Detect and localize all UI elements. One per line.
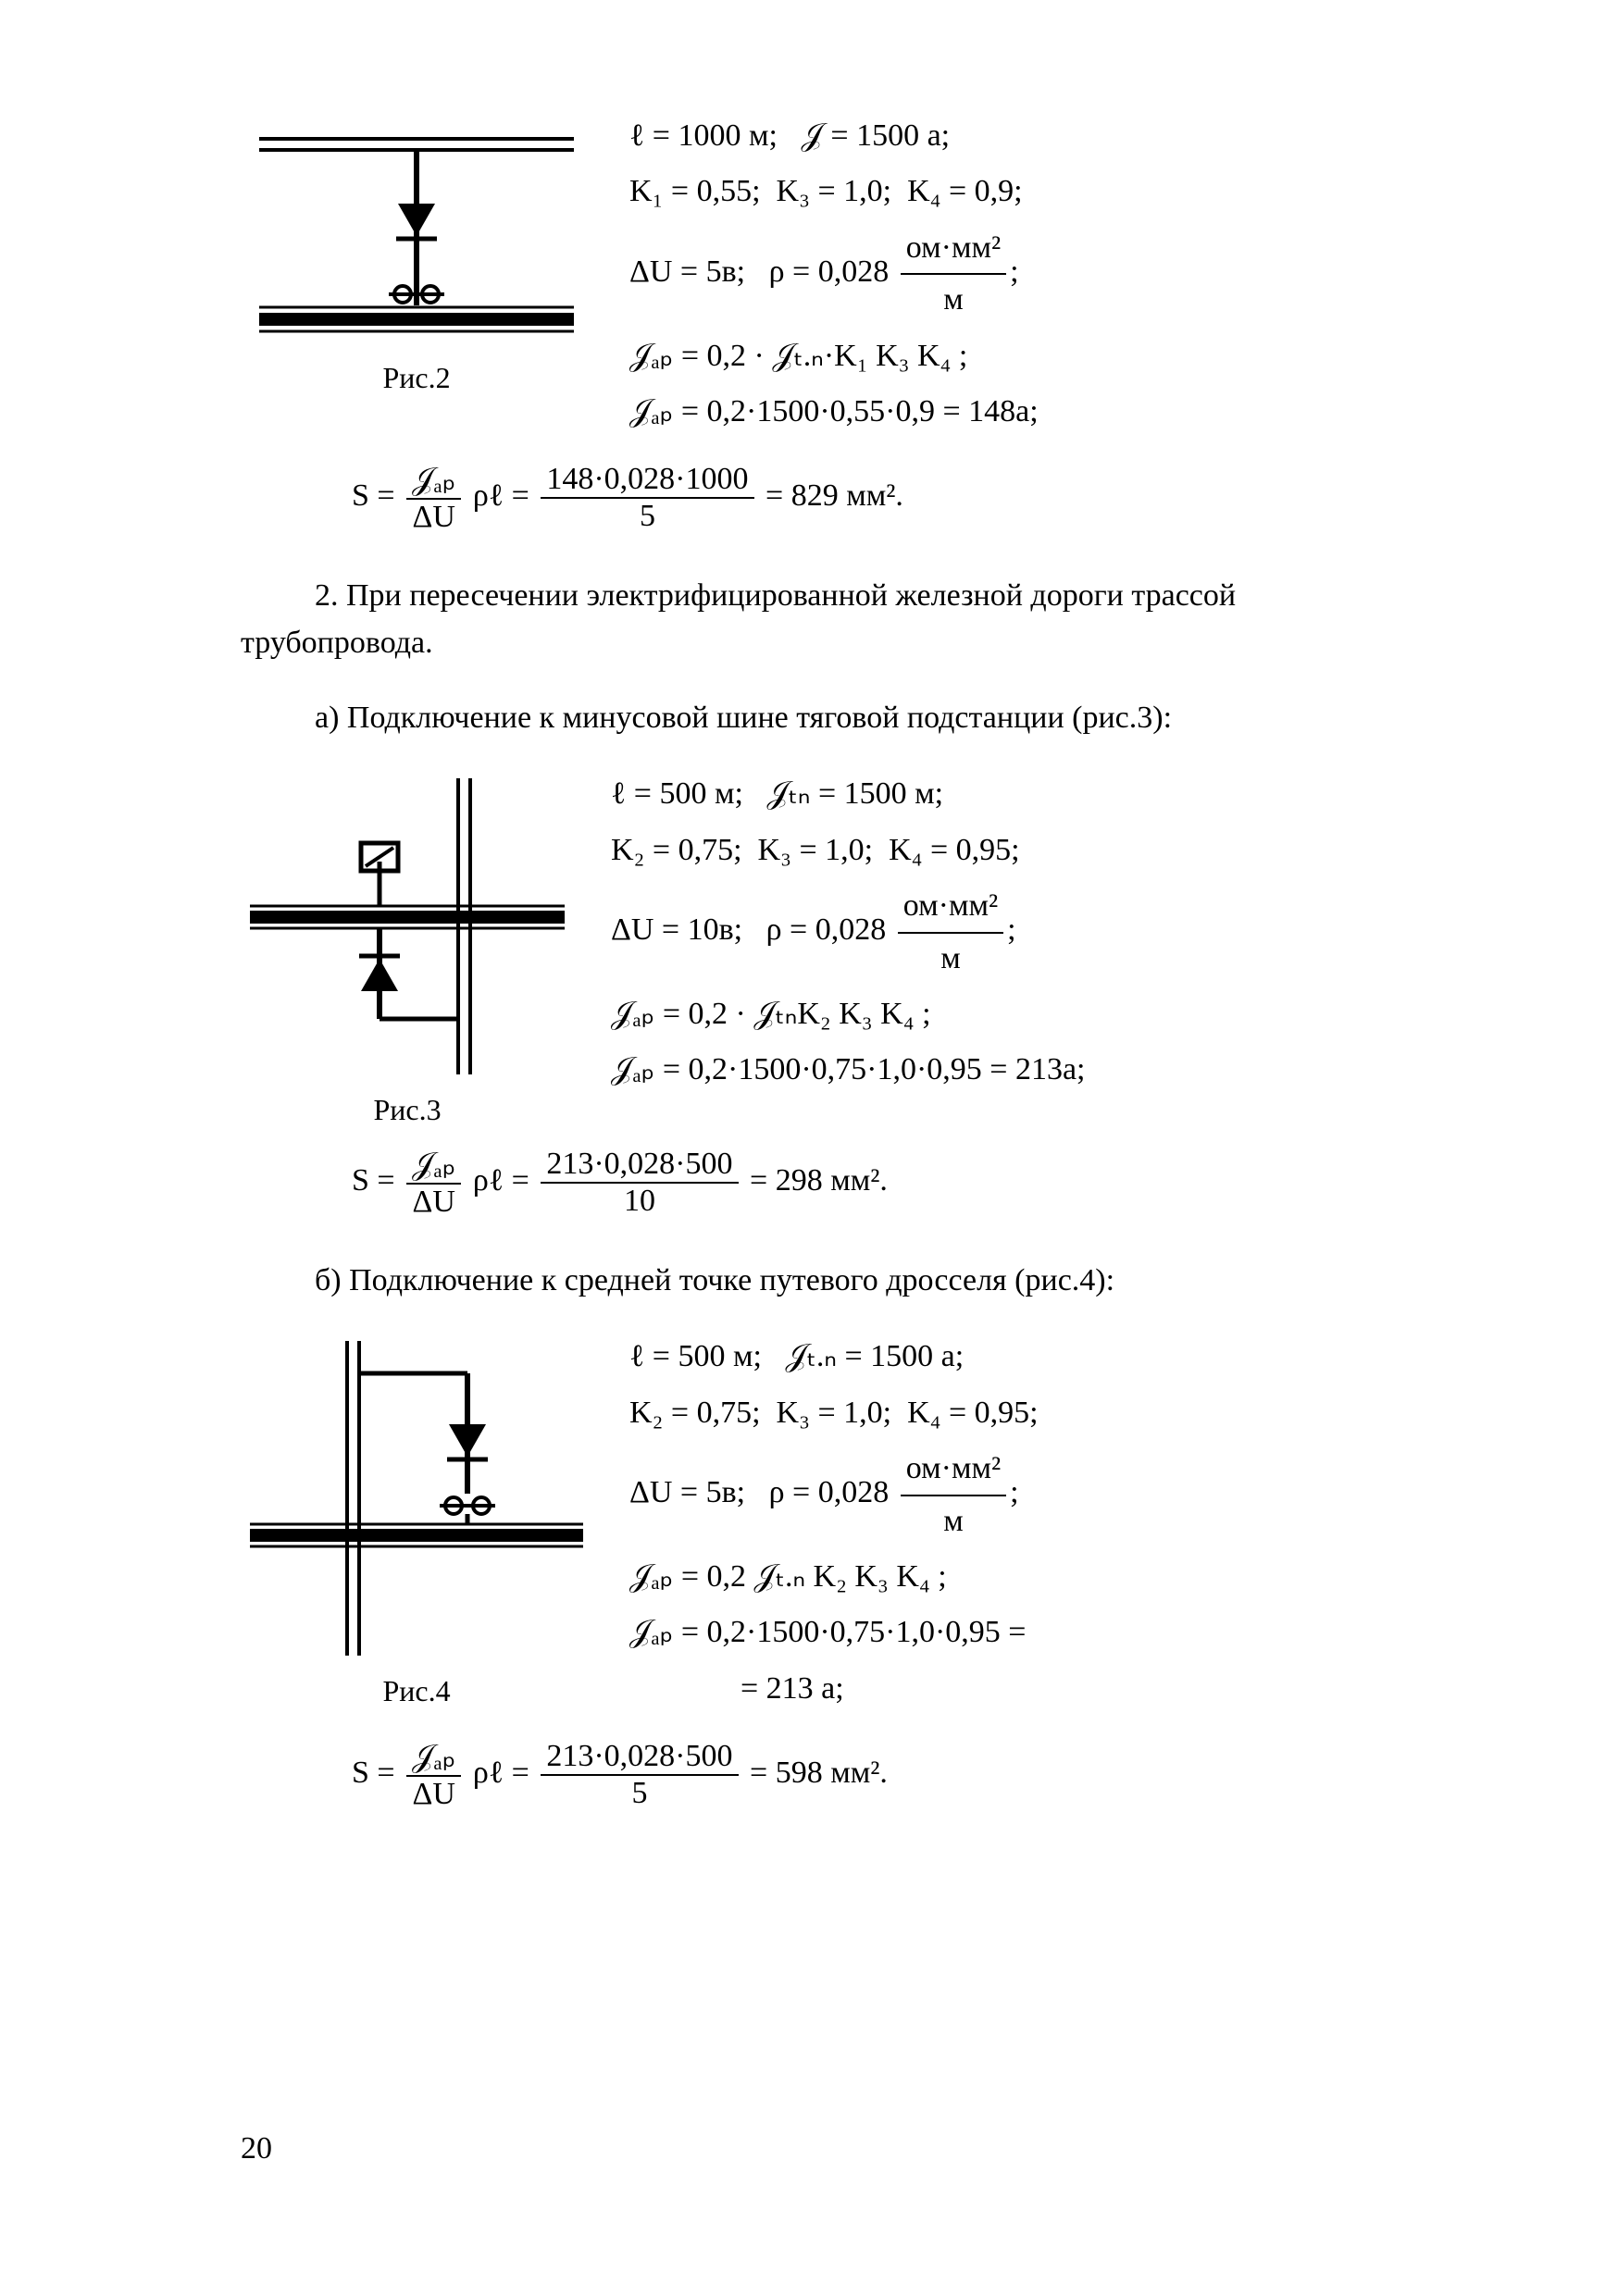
fig2-S-lhs: S = bbox=[352, 478, 395, 513]
page: Рис.2 ℓ = 1000 м; 𝒥 = 1500 а; K₁ = 0,55;… bbox=[0, 0, 1618, 2296]
fig2-l: ℓ = 1000 м; bbox=[629, 118, 778, 153]
fig4-S-result: = 598 мм². bbox=[750, 1756, 888, 1790]
fig2-J: 𝒥 = 1500 а; bbox=[801, 118, 950, 153]
paragraph-2: 2. При пересечении электрифицированной ж… bbox=[241, 572, 1433, 666]
fig3-S-equation: S = 𝒥ₐₚ ΔU ρℓ = 213·0,028·500 10 = 298 м… bbox=[241, 1146, 1433, 1220]
fig2-K1: K₁ = 0,55; bbox=[629, 174, 761, 208]
fig4-schematic bbox=[241, 1332, 592, 1665]
fig3-S-mid: ρℓ = bbox=[473, 1163, 529, 1198]
fig3-rho-den: м bbox=[898, 934, 1003, 984]
fig4-equations: ℓ = 500 м; 𝒥ₜ.ₙ = 1500 а; K₂ = 0,75; K₃ … bbox=[629, 1332, 1039, 1719]
fig2-Jgp-calc: 𝒥ₐₚ = 0,2·1500·0,55·0,9 = 148а; bbox=[629, 387, 1039, 437]
fig3-S-result: = 298 мм². bbox=[750, 1163, 888, 1198]
fig4-Jgp-calc1: 𝒥ₐₚ = 0,2·1500·0,75·1,0·0,95 = bbox=[629, 1607, 1039, 1657]
fig3-Jgp-formula: 𝒥ₐₚ = 0,2 · 𝒥ₜₙK₂ K₃ K₄ ; bbox=[611, 989, 1086, 1039]
fig3-S-calc-num: 213·0,028·500 bbox=[541, 1147, 738, 1184]
fig4-rho-num: ом·мм² bbox=[901, 1444, 1006, 1496]
fig3-S-frac-den: ΔU bbox=[406, 1185, 461, 1220]
fig2-rho: ρ = 0,028 bbox=[769, 254, 890, 289]
fig4-dU: ΔU = 5в; bbox=[629, 1475, 745, 1509]
fig2-rho-num: ом·мм² bbox=[901, 223, 1006, 275]
fig4-S-calc-den: 5 bbox=[541, 1776, 738, 1811]
fig4-S-calc-num: 213·0,028·500 bbox=[541, 1739, 738, 1776]
fig4-S-lhs: S = bbox=[352, 1756, 395, 1790]
fig3-Jgp-calc: 𝒥ₐₚ = 0,2·1500·0,75·1,0·0,95 = 213а; bbox=[611, 1045, 1086, 1095]
fig3-equations: ℓ = 500 м; 𝒥ₜₙ = 1500 м; K₂ = 0,75; K₃ =… bbox=[611, 769, 1086, 1100]
fig4-rho-den: м bbox=[901, 1496, 1006, 1546]
page-number: 20 bbox=[241, 2131, 272, 2166]
fig3-K4: K₄ = 0,95; bbox=[889, 833, 1020, 867]
fig4-rho: ρ = 0,028 bbox=[769, 1475, 890, 1509]
paragraph-b: б) Подключение к средней точке путевого … bbox=[241, 1257, 1433, 1304]
fig4-K2: K₂ = 0,75; bbox=[629, 1396, 761, 1430]
fig2-dU: ΔU = 5в; bbox=[629, 254, 745, 289]
fig3-K3: K₃ = 1,0; bbox=[758, 833, 874, 867]
fig3-S-lhs: S = bbox=[352, 1163, 395, 1198]
fig2-equations: ℓ = 1000 м; 𝒥 = 1500 а; K₁ = 0,55; K₃ = … bbox=[629, 111, 1039, 442]
fig3-K2: K₂ = 0,75; bbox=[611, 833, 742, 867]
fig2-S-equation: S = 𝒥ₐₚ ΔU ρℓ = 148·0,028·1000 5 = 829 м… bbox=[241, 461, 1433, 535]
fig3-l: ℓ = 500 м; bbox=[611, 776, 743, 811]
fig2-rho-den: м bbox=[901, 275, 1006, 325]
fig4-Jgp-calc2: = 213 а; bbox=[629, 1664, 1039, 1714]
fig2-Jgp-formula: 𝒥ₐₚ = 0,2 · 𝒥ₜ.ₙ·K₁ K₃ K₄ ; bbox=[629, 331, 1039, 381]
fig3-J: 𝒥ₜₙ = 1500 м; bbox=[766, 776, 943, 811]
fig2-S-result: = 829 мм². bbox=[765, 478, 903, 513]
fig2-K3: K₃ = 1,0; bbox=[777, 174, 892, 208]
fig3-schematic bbox=[241, 769, 574, 1084]
fig3-dU: ΔU = 10в; bbox=[611, 912, 742, 947]
fig4-K4: K₄ = 0,95; bbox=[907, 1396, 1039, 1430]
fig4-Jgp-formula: 𝒥ₐₚ = 0,2 𝒥ₜ.ₙ K₂ K₃ K₄ ; bbox=[629, 1552, 1039, 1602]
fig3-S-frac-num: 𝒥ₐₚ bbox=[406, 1146, 461, 1185]
fig4-S-frac-den: ΔU bbox=[406, 1777, 461, 1812]
paragraph-a: а) Подключение к минусовой шине тяговой … bbox=[241, 694, 1433, 741]
fig3-S-calc-den: 10 bbox=[541, 1184, 738, 1219]
fig2-S-calc-den: 5 bbox=[541, 499, 753, 534]
fig2-K4: K₄ = 0,9; bbox=[907, 174, 1023, 208]
fig2-section: Рис.2 ℓ = 1000 м; 𝒥 = 1500 а; K₁ = 0,55;… bbox=[241, 111, 1433, 535]
fig4-S-equation: S = 𝒥ₐₚ ΔU ρℓ = 213·0,028·500 5 = 598 мм… bbox=[241, 1738, 1433, 1812]
fig4-diagram-column: Рис.4 bbox=[241, 1332, 592, 1708]
fig3-diagram-column: Рис.3 bbox=[241, 769, 574, 1127]
fig2-label: Рис.2 bbox=[382, 361, 450, 395]
fig2-schematic bbox=[241, 111, 592, 352]
fig2-S-frac-den: ΔU bbox=[406, 500, 461, 535]
fig2-S-frac-num: 𝒥ₐₚ bbox=[406, 461, 461, 500]
fig3-section: Рис.3 ℓ = 500 м; 𝒥ₜₙ = 1500 м; K₂ = 0,75… bbox=[241, 769, 1433, 1220]
fig3-rho-num: ом·мм² bbox=[898, 881, 1003, 933]
fig3-rho: ρ = 0,028 bbox=[766, 912, 887, 947]
fig4-S-mid: ρℓ = bbox=[473, 1756, 529, 1790]
fig4-label: Рис.4 bbox=[382, 1674, 450, 1708]
fig4-l: ℓ = 500 м; bbox=[629, 1339, 762, 1373]
fig2-S-mid: ρℓ = bbox=[473, 478, 529, 513]
fig2-diagram-column: Рис.2 bbox=[241, 111, 592, 395]
fig2-S-calc-num: 148·0,028·1000 bbox=[541, 462, 753, 499]
fig3-label: Рис.3 bbox=[373, 1093, 441, 1127]
fig4-K3: K₃ = 1,0; bbox=[777, 1396, 892, 1430]
fig4-S-frac-num: 𝒥ₐₚ bbox=[406, 1738, 461, 1777]
fig4-section: Рис.4 ℓ = 500 м; 𝒥ₜ.ₙ = 1500 а; K₂ = 0,7… bbox=[241, 1332, 1433, 1812]
fig4-J: 𝒥ₜ.ₙ = 1500 а; bbox=[785, 1339, 964, 1373]
